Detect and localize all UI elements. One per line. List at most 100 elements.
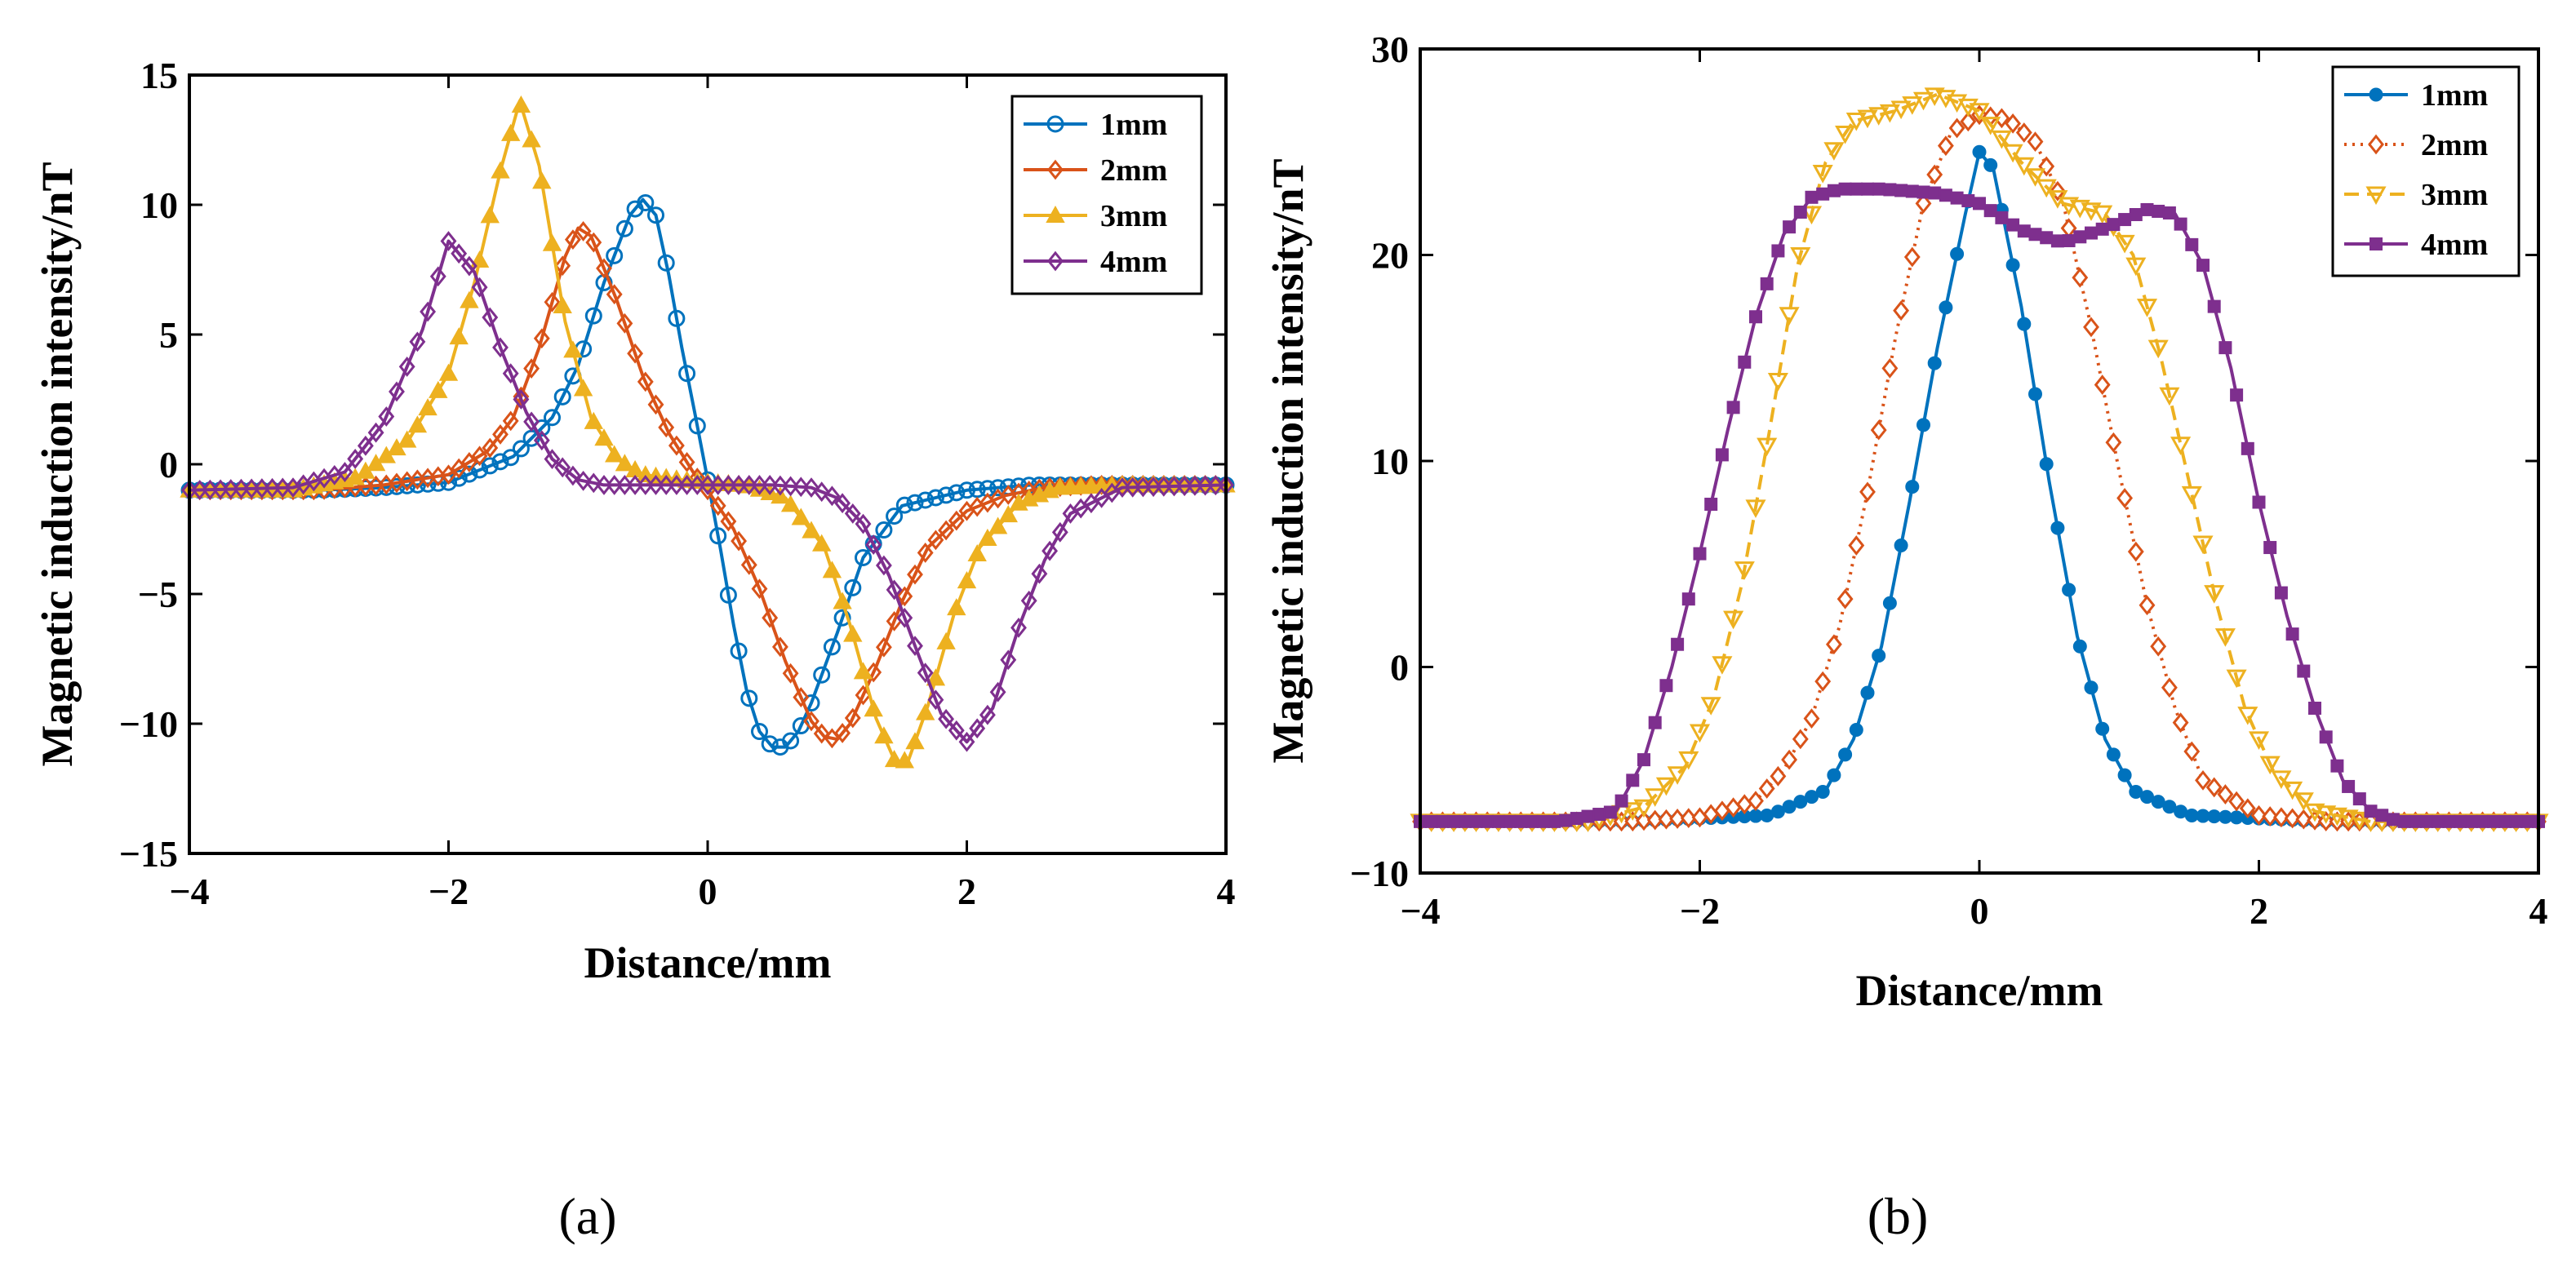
chart-b-ytick-label: −10 <box>1350 853 1409 894</box>
chart-b-xtick-label: −4 <box>1400 890 1440 932</box>
chart-b-point-3mm <box>2192 535 2214 555</box>
chart-b-point-4mm <box>1481 814 1495 828</box>
chart-a-point-2mm <box>616 312 633 334</box>
chart-b-point-2mm <box>1870 419 1887 441</box>
chart-a-point-4mm <box>855 513 872 534</box>
chart-b-legend-box <box>2331 65 2520 277</box>
chart-a-point-1mm <box>637 193 655 211</box>
chart-b-point-4mm <box>1671 637 1685 651</box>
chart-b-point-2mm <box>1636 810 1652 831</box>
chart-b-point-3mm <box>2304 803 2325 822</box>
chart-a-legend-marker <box>1046 205 1065 223</box>
chart-b-point-2mm <box>1993 108 2010 129</box>
chart-a-point-3mm <box>947 598 966 616</box>
chart-b-point-1mm <box>1805 790 1819 804</box>
chart-b-point-4mm <box>2073 230 2087 244</box>
chart-b-point-4mm <box>1726 401 1740 414</box>
chart-b-point-4mm <box>1603 805 1617 819</box>
chart-a-ytick-label: 15 <box>140 55 178 96</box>
chart-b-point-4mm <box>1693 547 1707 561</box>
chart-b-point-4mm <box>2409 814 2423 828</box>
chart-b-point-4mm <box>2140 202 2154 216</box>
chart-a-point-2mm <box>678 452 695 472</box>
chart-b-legend-label: 2mm <box>2421 128 2488 162</box>
chart-a-point-4mm <box>471 277 488 298</box>
chart-a-point-2mm <box>771 636 788 658</box>
chart-b-point-3mm <box>1645 788 1666 807</box>
chart-a-ytick-label: −10 <box>119 703 178 745</box>
chart-b-point-4mm <box>2297 664 2311 678</box>
chart-b-point-1mm <box>2151 795 2165 809</box>
chart-b-point-3mm <box>2293 792 2314 811</box>
chart-b-panel-label: (b) <box>1868 1187 1929 1245</box>
chart-a-point-4mm <box>865 534 882 555</box>
chart-a-point-3mm <box>895 751 914 769</box>
chart-b-point-3mm <box>2326 807 2347 827</box>
chart-b-point-3mm <box>2271 770 2292 789</box>
chart-a-legend-label: 3mm <box>1100 199 1167 233</box>
chart-b-point-4mm <box>2285 627 2299 641</box>
chart-b-point-1mm <box>1860 685 1875 700</box>
chart-a-legend-item-4mm: 4mm <box>1024 245 1167 279</box>
chart-b-ytick-label: 20 <box>1371 235 1409 277</box>
chart-b-point-1mm <box>2117 768 2132 782</box>
chart-a-point-4mm <box>740 475 757 495</box>
chart-b-point-4mm <box>2017 224 2031 238</box>
chart-a-point-4mm <box>616 475 633 495</box>
chart-a-point-2mm <box>627 343 644 364</box>
chart-b-point-4mm <box>1928 186 1942 200</box>
chart-b-point-3mm <box>1667 766 1688 785</box>
chart-a-point-3mm <box>822 561 842 578</box>
chart-b-point-3mm <box>1924 87 1945 106</box>
chart-a-ticks: −4 −2 0 2 4 −15 −10 −5 0 5 10 15 <box>119 55 1236 912</box>
chart-b-point-4mm <box>2442 814 2456 828</box>
chart-b-point-4mm <box>2476 814 2489 828</box>
chart-b-point-1mm <box>2039 457 2054 472</box>
chart-b-point-1mm <box>2005 258 2020 273</box>
chart-a-point-2mm <box>720 511 737 532</box>
chart-b-point-1mm <box>1815 785 1830 800</box>
chart-a-point-2mm <box>554 255 571 277</box>
chart-a-point-3mm <box>407 415 428 433</box>
chart-b-point-2mm <box>2161 677 2178 698</box>
chart-a-point-4mm <box>627 475 644 495</box>
chart-a-point-3mm <box>553 295 572 314</box>
chart-b-point-4mm <box>2330 759 2344 773</box>
chart-b-point-4mm <box>2050 234 2064 248</box>
chart-b-point-2mm <box>2116 488 2134 508</box>
chart-b-point-3mm <box>2125 257 2147 277</box>
chart-b-ytick-label: 0 <box>1390 647 1409 689</box>
chart-a-xtick-label: −4 <box>169 871 209 912</box>
chart-a-legend-box <box>1010 95 1203 295</box>
chart-a-point-2mm <box>668 435 685 456</box>
chart-b-point-1mm <box>2129 785 2143 800</box>
chart-a-point-4mm <box>367 422 384 443</box>
chart-b-point-1mm <box>1872 649 1886 663</box>
chart-b-point-3mm <box>1991 130 2012 149</box>
chart-b-point-4mm <box>1973 197 1986 211</box>
chart-a-point-3mm <box>532 171 552 189</box>
chart-b-xtick-label: −2 <box>1680 890 1720 932</box>
chart-b-point-4mm <box>2028 228 2042 242</box>
chart-a-point-4mm <box>824 485 841 507</box>
chart-a-point-1mm <box>668 309 686 327</box>
chart-b-point-3mm <box>1857 109 1878 129</box>
chart-a-point-3mm <box>563 340 583 358</box>
chart-a-point-2mm <box>523 358 540 379</box>
chart-a-point-2mm <box>927 530 944 551</box>
chart-a-legend-label: 2mm <box>1100 153 1167 188</box>
chart-a-point-2mm <box>585 232 602 253</box>
chart-b-point-2mm <box>2183 741 2201 762</box>
chart-b-ticks: −4 −2 0 2 4 −10 0 10 20 30 <box>1350 29 2548 932</box>
chart-a-point-3mm <box>511 95 531 113</box>
chart-b-point-2mm <box>2205 777 2223 798</box>
chart-a-point-2mm <box>731 530 748 552</box>
chart-b-point-3mm <box>2204 585 2225 604</box>
chart-b-point-4mm <box>2397 814 2411 828</box>
chart-b-point-3mm <box>2181 485 2202 505</box>
chart-b-point-2mm <box>2094 375 2111 395</box>
chart-b-point-2mm <box>1758 778 1775 799</box>
chart-a-point-3mm <box>916 702 935 720</box>
chart-a-point-2mm <box>502 410 519 432</box>
chart-a-point-2mm <box>440 464 457 485</box>
